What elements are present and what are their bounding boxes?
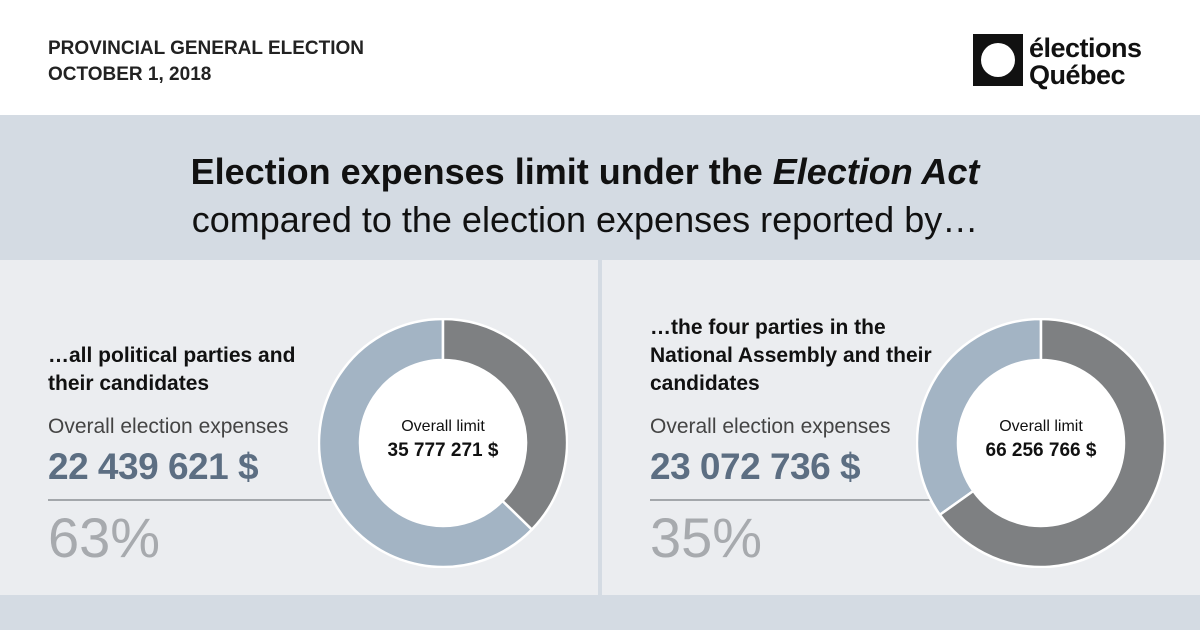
election-act-emphasis: Election Act [772,151,980,192]
panel-all-parties: …all political parties and their candida… [0,260,598,595]
logo-text-line2: Québec [1029,60,1126,90]
title-banner: Election expenses limit under the Electi… [0,115,1200,260]
expenses-label: Overall election expenses [48,415,289,438]
donut-center-value: 66 256 766 $ [985,440,1097,461]
expenses-label: Overall election expenses [650,415,891,438]
panel-divider [598,260,602,595]
logo-mark-icon [973,34,1023,86]
election-name: PROVINCIAL GENERAL ELECTION [48,38,364,59]
donut-hole [958,360,1124,526]
expenses-value: 23 072 736 $ [650,446,861,487]
election-date: OCTOBER 1, 2018 [48,64,212,85]
elections-quebec-logo: élections Québec [973,34,1173,90]
donut-svg [317,317,569,569]
divider-rule [650,499,930,501]
logo-text-line1: élections [1029,33,1142,63]
panel-title: …all political parties and their candida… [48,344,296,395]
expenses-value: 22 439 621 $ [48,446,259,487]
donut-chart: Overall limit 35 777 271 $ [317,317,569,569]
expenses-percent: 35% [650,506,763,569]
donut-chart: Overall limit 66 256 766 $ [915,317,1167,569]
panel-four-parties: …the four parties in the National Assemb… [602,260,1200,595]
expenses-percent: 63% [48,506,161,569]
header: PROVINCIAL GENERAL ELECTION OCTOBER 1, 2… [0,0,1200,115]
donut-center-value: 35 777 271 $ [387,440,499,461]
panel-title: …the four parties in the National Assemb… [650,316,932,395]
donut-svg [915,317,1167,569]
banner-subtitle: compared to the election expenses report… [191,199,979,240]
divider-rule [48,499,333,501]
banner-title: Election expenses limit under the Electi… [190,151,980,192]
footer-band [0,595,1200,630]
donut-center-label: Overall limit [401,418,485,435]
donut-hole [360,360,526,526]
donut-center-label: Overall limit [999,418,1083,435]
